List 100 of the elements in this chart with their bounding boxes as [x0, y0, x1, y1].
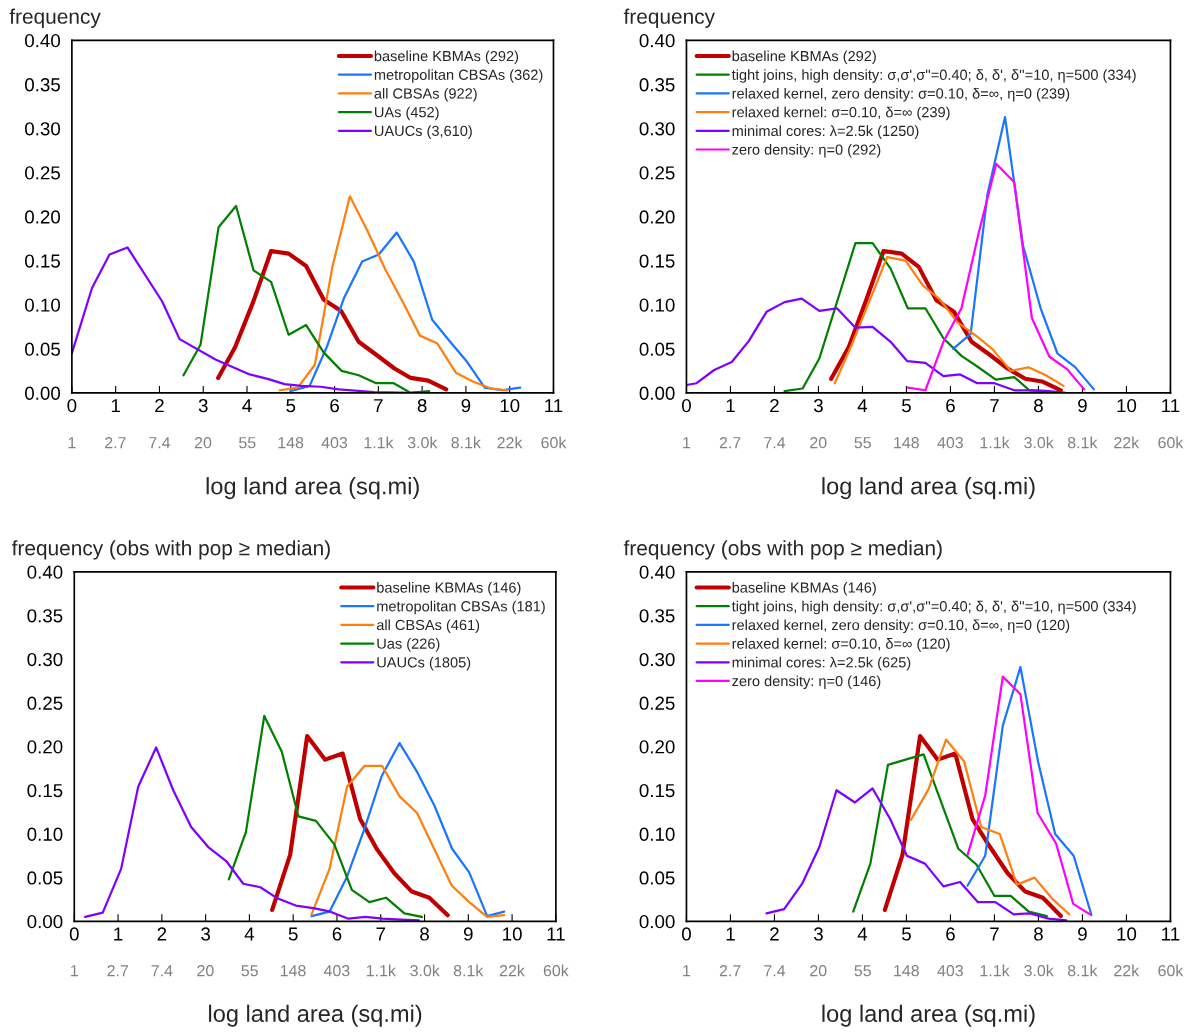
- y-tick-label: 0.40: [25, 34, 61, 48]
- x-tick-label: 8: [420, 927, 429, 941]
- legend-label: baseline KBMAs (292): [732, 50, 876, 65]
- x-tick-label: 2: [770, 398, 779, 413]
- x-tick-label: 5: [901, 927, 911, 941]
- y-tick-label: 0.05: [25, 342, 60, 356]
- x2-tick-label: 55: [854, 437, 871, 449]
- x-tick-label: 4: [857, 927, 868, 941]
- x-tick-label: 6: [330, 398, 339, 413]
- y-tick-label: 0.25: [25, 166, 60, 180]
- line-series: [882, 733, 1063, 919]
- y-tick-label: 0.35: [27, 609, 63, 623]
- x2-tick-label: 20: [810, 965, 827, 977]
- x2-tick-label: 8.1k: [1067, 436, 1098, 449]
- x-tick-label: 3: [813, 927, 823, 941]
- x-tick-label: 11: [1162, 927, 1180, 941]
- x-tick-label: 9: [463, 927, 473, 941]
- legend-label: relaxed kernel: σ=0.10, δ=∞ (239): [732, 106, 950, 121]
- x2-tick-label: 1: [683, 965, 691, 977]
- y-tick-label: 0.25: [639, 696, 675, 710]
- legend-label: relaxed kernel: σ=0.10, δ=∞ (120): [732, 638, 950, 652]
- line-series: [71, 246, 426, 393]
- legend-label: Uas (226): [377, 638, 440, 652]
- y-axis-title: frequency (obs with pop ≥ median): [623, 540, 942, 560]
- legend-label: tight joins, high density: σ,σ',σ''=0.40; δ, δ', δ''=10, η=500 (334): [731, 600, 1136, 615]
- x-tick-label: 5: [288, 927, 298, 941]
- x-tick-label: 9: [1078, 398, 1087, 413]
- y-tick-label: 0.40: [639, 565, 675, 579]
- x2-tick-label: 22k: [1114, 436, 1140, 449]
- y-tick-label: 0.15: [639, 254, 675, 268]
- x-tick-label: 1: [726, 927, 735, 941]
- legend-label: relaxed kernel, zero density: σ=0.10, δ=∞, η=0 (120): [732, 619, 1070, 633]
- legend-label: zero density: η=0 (292): [732, 144, 881, 158]
- y-tick-label: 0.05: [639, 342, 675, 356]
- line-series: [278, 195, 509, 392]
- x-tick-label: 7: [376, 927, 386, 941]
- y-tick-label: 0.15: [639, 783, 675, 798]
- x2-tick-label: 403: [937, 965, 963, 977]
- x-tick-label: 6: [946, 398, 955, 413]
- y-tick-label: 0.05: [27, 871, 63, 885]
- x-tick-label: 3: [813, 398, 823, 413]
- x2-tick-label: 60k: [543, 964, 569, 977]
- x-axis-title: log land area (sq.mi): [206, 477, 419, 500]
- x2-tick-label: 60k: [541, 436, 567, 449]
- legend-label: UAUCs (1805): [377, 656, 471, 671]
- x2-tick-label: 3.0k: [1024, 964, 1054, 977]
- x-tick-label: 11: [547, 927, 565, 941]
- x-tick-label: 0: [681, 927, 691, 941]
- x-axis-title: log land area (sq.mi): [822, 477, 1035, 500]
- x-tick-label: 10: [503, 927, 522, 941]
- x2-tick-label: 148: [894, 965, 919, 977]
- legend-label: baseline KBMAs (146): [732, 582, 876, 596]
- x-tick-label: 11: [545, 399, 563, 413]
- x2-tick-label: 55: [241, 965, 258, 977]
- x-tick-label: 10: [500, 398, 520, 413]
- legend-label: baseline KBMAs (292): [374, 50, 519, 65]
- x2-tick-label: 1: [683, 437, 691, 449]
- line-series: [227, 714, 424, 919]
- x2-tick-label: 8.1k: [1067, 964, 1098, 977]
- x2-tick-label: 8.1k: [453, 964, 484, 977]
- x-tick-label: 4: [857, 399, 868, 413]
- x-tick-label: 8: [1034, 398, 1043, 413]
- legend-label: relaxed kernel, zero density: σ=0.10, δ=∞, η=0 (239): [732, 87, 1070, 102]
- x-axis-title: log land area (sq.mi): [209, 1004, 422, 1027]
- x2-tick-label: 60k: [1158, 964, 1184, 977]
- x-tick-label: 5: [286, 399, 296, 413]
- y-tick-label: 0.00: [639, 386, 675, 400]
- x-tick-label: 1: [111, 399, 120, 413]
- x2-tick-label: 20: [810, 436, 827, 449]
- y-tick-label: 0.35: [25, 78, 60, 92]
- line-series: [852, 753, 1048, 918]
- x-tick-label: 7: [990, 399, 999, 413]
- y-tick-label: 0.40: [27, 565, 63, 579]
- legend-label: metropolitan CBSAs (362): [374, 69, 543, 83]
- legend-label: baseline KBMAs (146): [377, 582, 521, 596]
- x-tick-label: 1: [726, 399, 735, 413]
- x-tick-label: 2: [770, 927, 779, 941]
- x2-tick-label: 7.4: [764, 965, 786, 977]
- x2-tick-label: 1.1k: [364, 436, 394, 449]
- y-tick-label: 0.25: [27, 696, 63, 710]
- legend-label: all CBSAs (922): [374, 87, 477, 102]
- legend-label: minimal cores: λ=2.5k (1250): [732, 125, 919, 139]
- x2-tick-label: 3.0k: [410, 964, 440, 977]
- line-series: [270, 733, 450, 918]
- legend-label: zero density: η=0 (146): [732, 675, 881, 690]
- x2-tick-label: 55: [854, 965, 871, 977]
- x-tick-label: 0: [681, 398, 691, 413]
- x-tick-label: 10: [1117, 398, 1137, 413]
- y-tick-label: 0.05: [639, 871, 675, 885]
- x2-tick-label: 148: [280, 965, 306, 977]
- x2-tick-label: 2.7: [107, 965, 129, 977]
- x2-tick-label: 1: [68, 437, 76, 449]
- line-series: [909, 738, 1071, 916]
- y-tick-label: 0.00: [25, 386, 61, 400]
- y-tick-label: 0.30: [27, 652, 63, 667]
- y-tick-label: 0.00: [27, 915, 63, 929]
- legend-label: UAUCs (3,610): [375, 125, 472, 139]
- x-tick-label: 0: [67, 398, 77, 413]
- y-tick-label: 0.20: [639, 740, 675, 754]
- x-tick-label: 8: [417, 398, 427, 413]
